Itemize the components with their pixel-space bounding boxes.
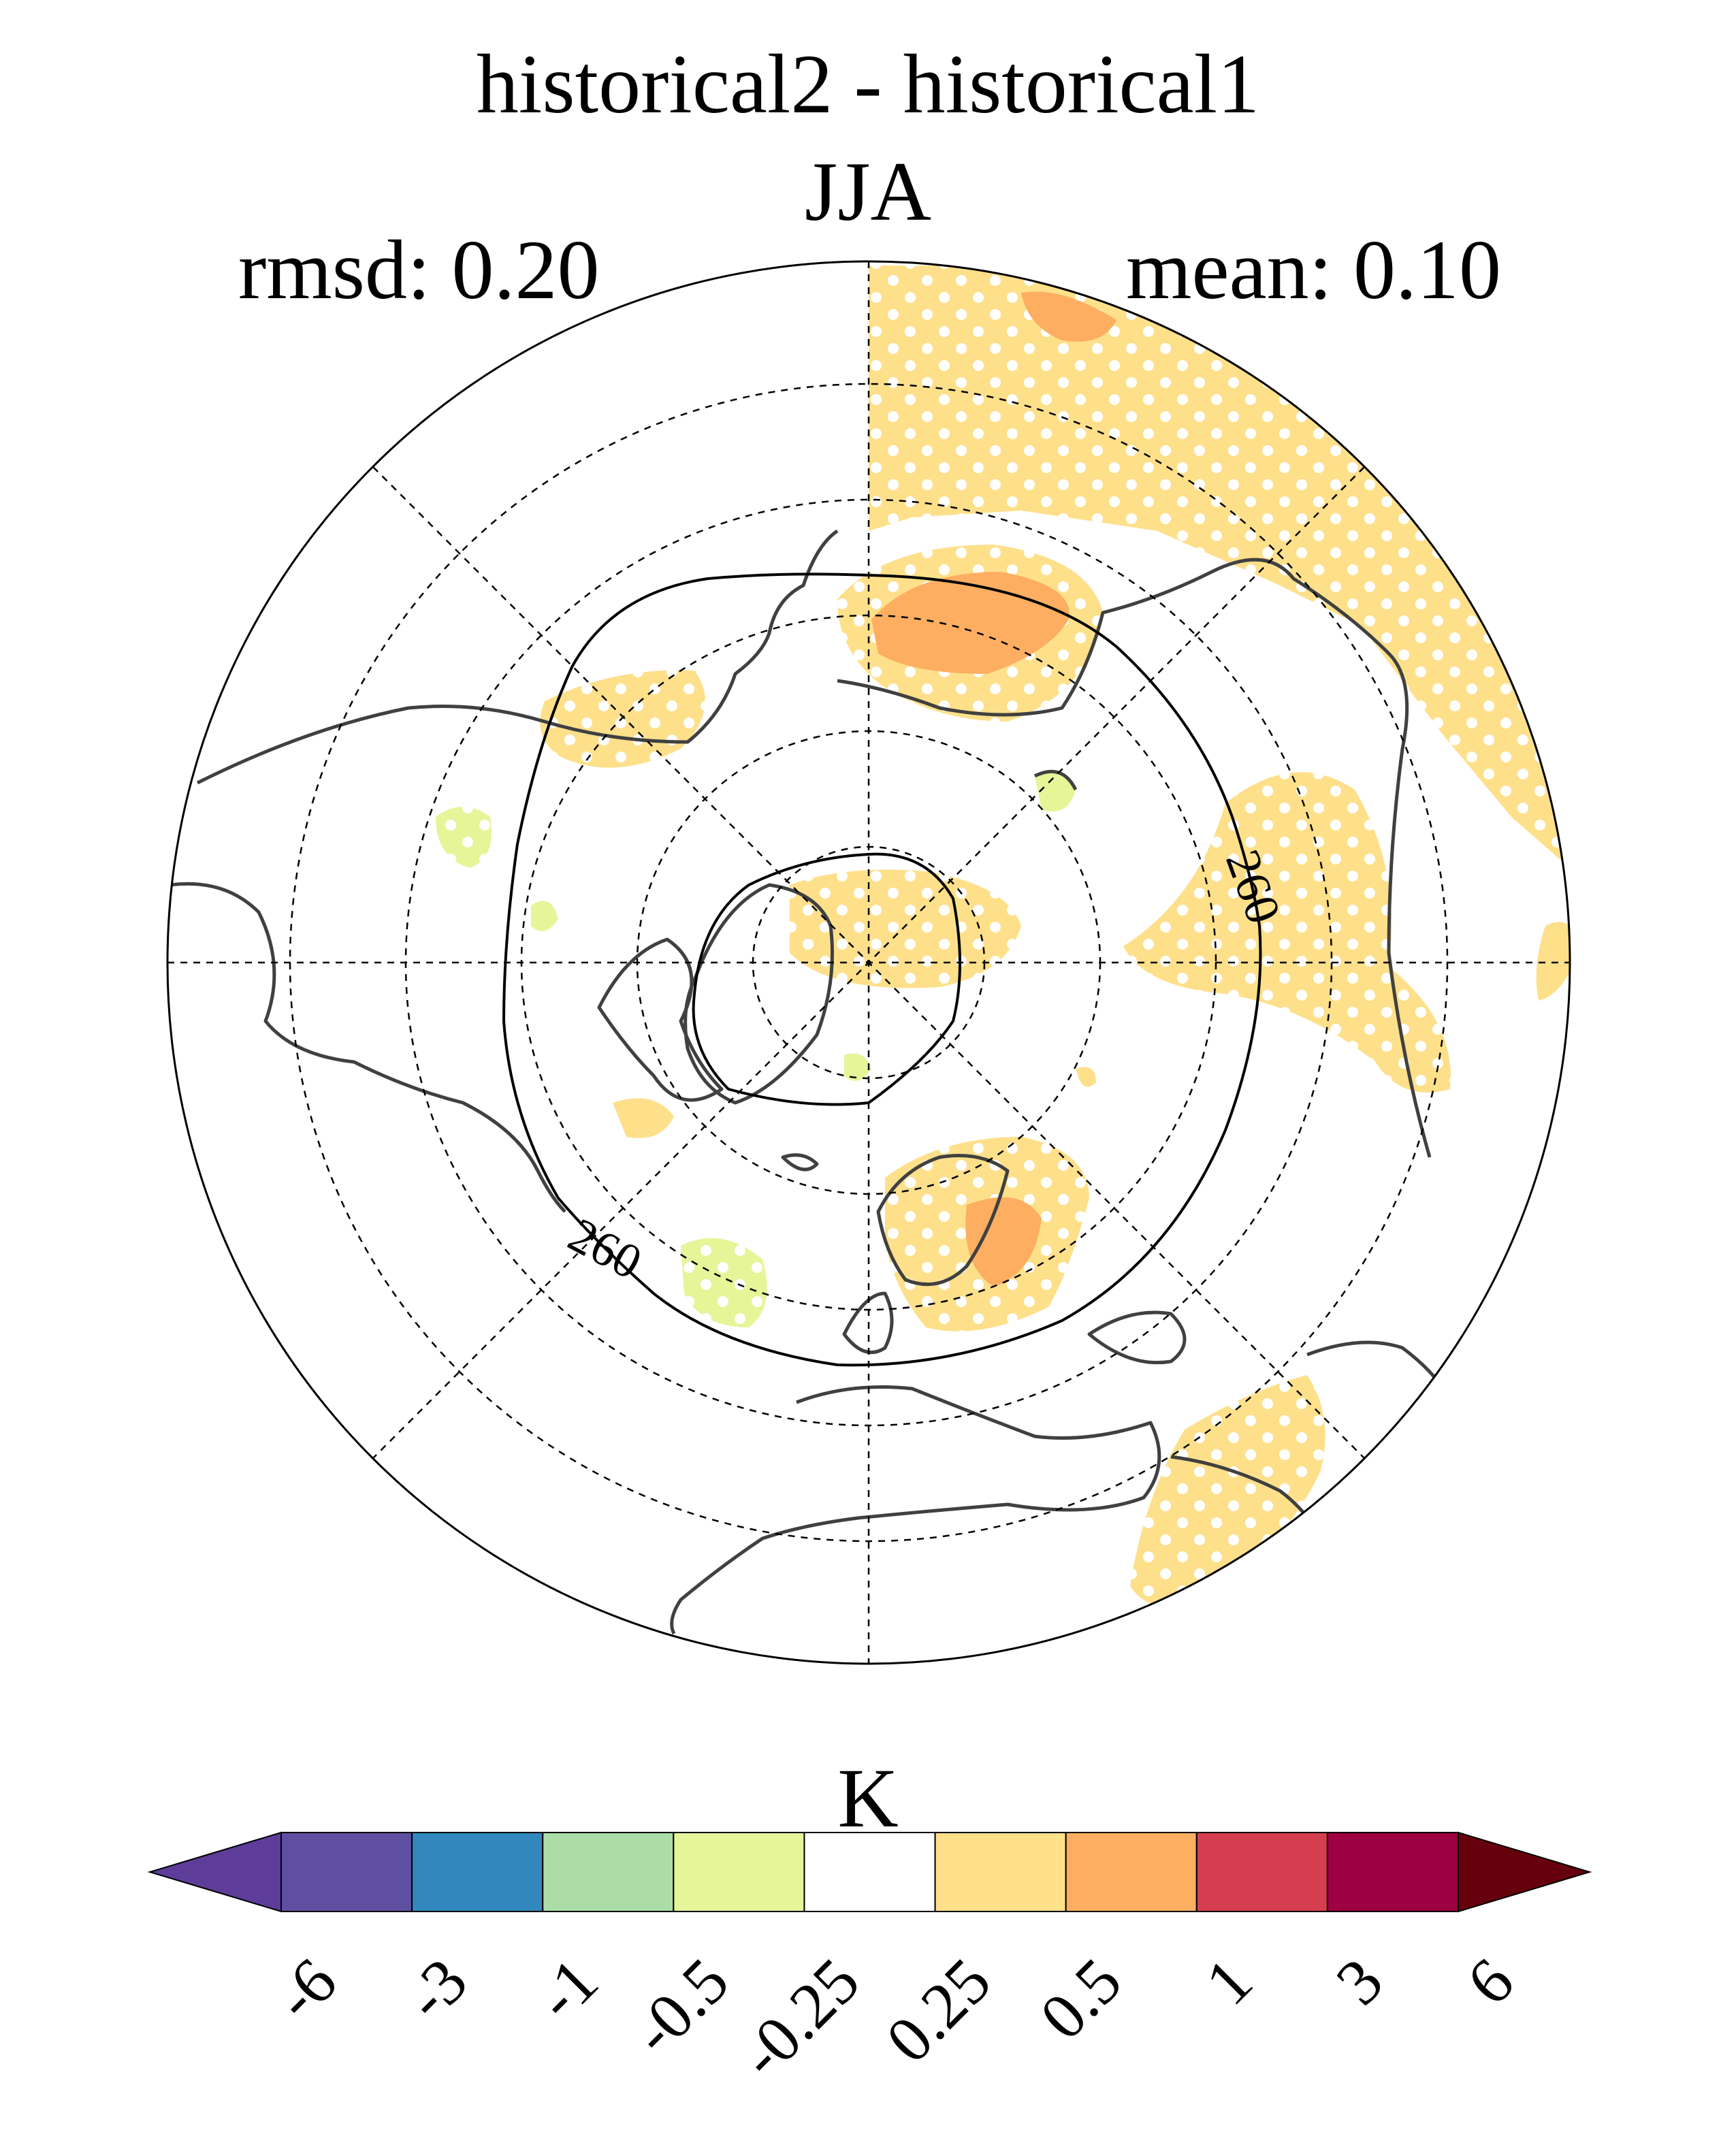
colorbar-swatch bbox=[1326, 1832, 1460, 1912]
colorbar-swatch bbox=[1195, 1832, 1328, 1912]
colorbar-swatch bbox=[1065, 1832, 1197, 1912]
colorbar-swatch bbox=[934, 1832, 1067, 1912]
colorbar-swatch bbox=[803, 1832, 936, 1912]
anomaly-region-greenland-sea bbox=[613, 1067, 1096, 1138]
title-season: JJA bbox=[804, 145, 932, 238]
cooling-region-canada bbox=[436, 771, 1076, 1081]
colorbar-swatch bbox=[411, 1832, 544, 1912]
colorbar-unit: K bbox=[837, 1752, 899, 1845]
anomaly-region-pacific-north bbox=[869, 265, 1570, 865]
colorbar-swatch bbox=[542, 1832, 675, 1912]
colorbar-extend-low bbox=[147, 1831, 282, 1913]
coastlines bbox=[170, 529, 1445, 1635]
cooling-region-atlantic bbox=[681, 1238, 767, 1327]
anomaly-region-middle-east bbox=[1130, 1375, 1325, 1607]
contour-260 bbox=[502, 572, 1262, 1367]
anomaly-region-arctic bbox=[790, 869, 1021, 988]
map-boundary bbox=[166, 260, 1571, 1665]
title-line-1: historical2 - historical1 bbox=[476, 37, 1260, 131]
colorbar-swatch bbox=[673, 1832, 805, 1912]
polar-map: 260 260 bbox=[166, 260, 1571, 1665]
graticule bbox=[167, 261, 1570, 1664]
colorbar-extend-high bbox=[1458, 1831, 1592, 1913]
mean-label: mean: 0.10 bbox=[1126, 223, 1501, 317]
rmsd-label: rmsd: 0.20 bbox=[238, 223, 600, 317]
colorbar-swatch bbox=[280, 1832, 413, 1912]
anomaly-region-alaska bbox=[540, 670, 705, 768]
